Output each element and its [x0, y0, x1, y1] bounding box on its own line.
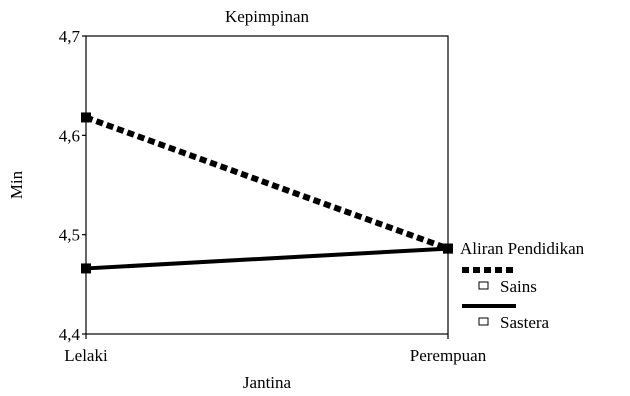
y-tick-label: 4,5 — [59, 226, 80, 245]
data-point-sastera — [443, 243, 453, 254]
y-axis-label: Min — [7, 170, 26, 199]
legend-marker-sastera — [478, 317, 489, 326]
series-line-sains — [84, 114, 450, 252]
x-axis: Lelaki Perempuan — [64, 334, 487, 365]
legend-title: Aliran Pendidikan — [460, 239, 585, 258]
y-axis: 4,4 4,5 4,6 4,7 — [59, 27, 86, 344]
legend-label-sastera: Sastera — [500, 313, 550, 332]
y-tick-label: 4,4 — [59, 325, 81, 344]
series-layer — [81, 112, 453, 274]
legend: Aliran Pendidikan Sains Sastera — [460, 239, 585, 332]
y-tick-label: 4,6 — [59, 126, 80, 145]
x-axis-label: Jantina — [243, 373, 292, 392]
y-tick-label: 4,7 — [59, 27, 81, 46]
data-point-sains — [81, 112, 91, 123]
legend-label-sains: Sains — [500, 277, 537, 296]
x-tick-label: Lelaki — [64, 346, 108, 365]
series-line-sastera — [85, 246, 449, 271]
data-point-sastera — [81, 263, 91, 274]
x-tick-label: Perempuan — [410, 346, 487, 365]
legend-marker-sains — [478, 281, 489, 290]
chart-title: Kepimpinan — [225, 7, 310, 26]
plot-frame — [85, 35, 449, 335]
